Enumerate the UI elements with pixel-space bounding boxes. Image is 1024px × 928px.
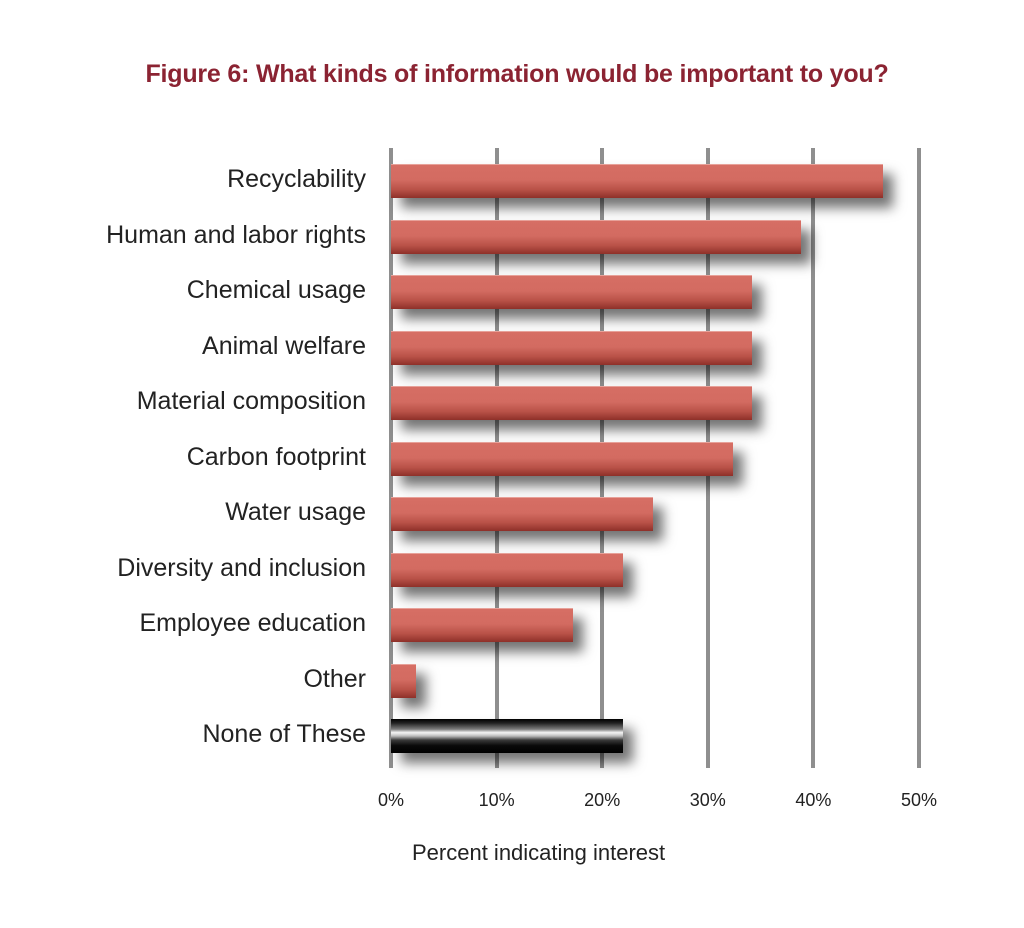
category-label: Animal welfare — [202, 331, 366, 360]
plot-area — [389, 148, 921, 768]
bar — [391, 330, 753, 365]
x-tick-label: 20% — [584, 790, 621, 810]
bar — [391, 719, 624, 753]
x-tick-label: 30% — [689, 790, 726, 810]
category-label: Other — [303, 664, 366, 693]
category-label: Chemical usage — [186, 276, 366, 304]
category-label: Employee education — [139, 609, 366, 637]
category-label: Material composition — [136, 387, 366, 415]
bar — [391, 663, 417, 698]
x-tick-label: 50% — [900, 790, 938, 810]
category-label: Human and labor rights — [106, 220, 366, 249]
x-axis-label: Percent indicating interest — [412, 840, 666, 865]
bar — [391, 441, 734, 476]
bar — [391, 164, 884, 198]
category-label: None of These — [202, 720, 366, 748]
category-label: Diversity and inclusion — [117, 553, 366, 582]
x-tick-label: 10% — [478, 790, 515, 810]
bar — [391, 219, 801, 254]
category-label: Recyclability — [227, 165, 366, 193]
bar — [391, 386, 753, 420]
x-tick-label: 40% — [795, 790, 832, 810]
bar — [391, 275, 753, 309]
x-tick-label: 0% — [377, 790, 404, 810]
bar — [391, 552, 624, 587]
gridline — [811, 148, 816, 768]
category-label: Water usage — [225, 498, 366, 526]
category-label: Carbon footprint — [186, 442, 366, 471]
chart-title: Figure 6: What kinds of information woul… — [145, 60, 889, 88]
bar — [391, 497, 653, 531]
bar — [391, 608, 573, 642]
gridline — [917, 148, 921, 768]
